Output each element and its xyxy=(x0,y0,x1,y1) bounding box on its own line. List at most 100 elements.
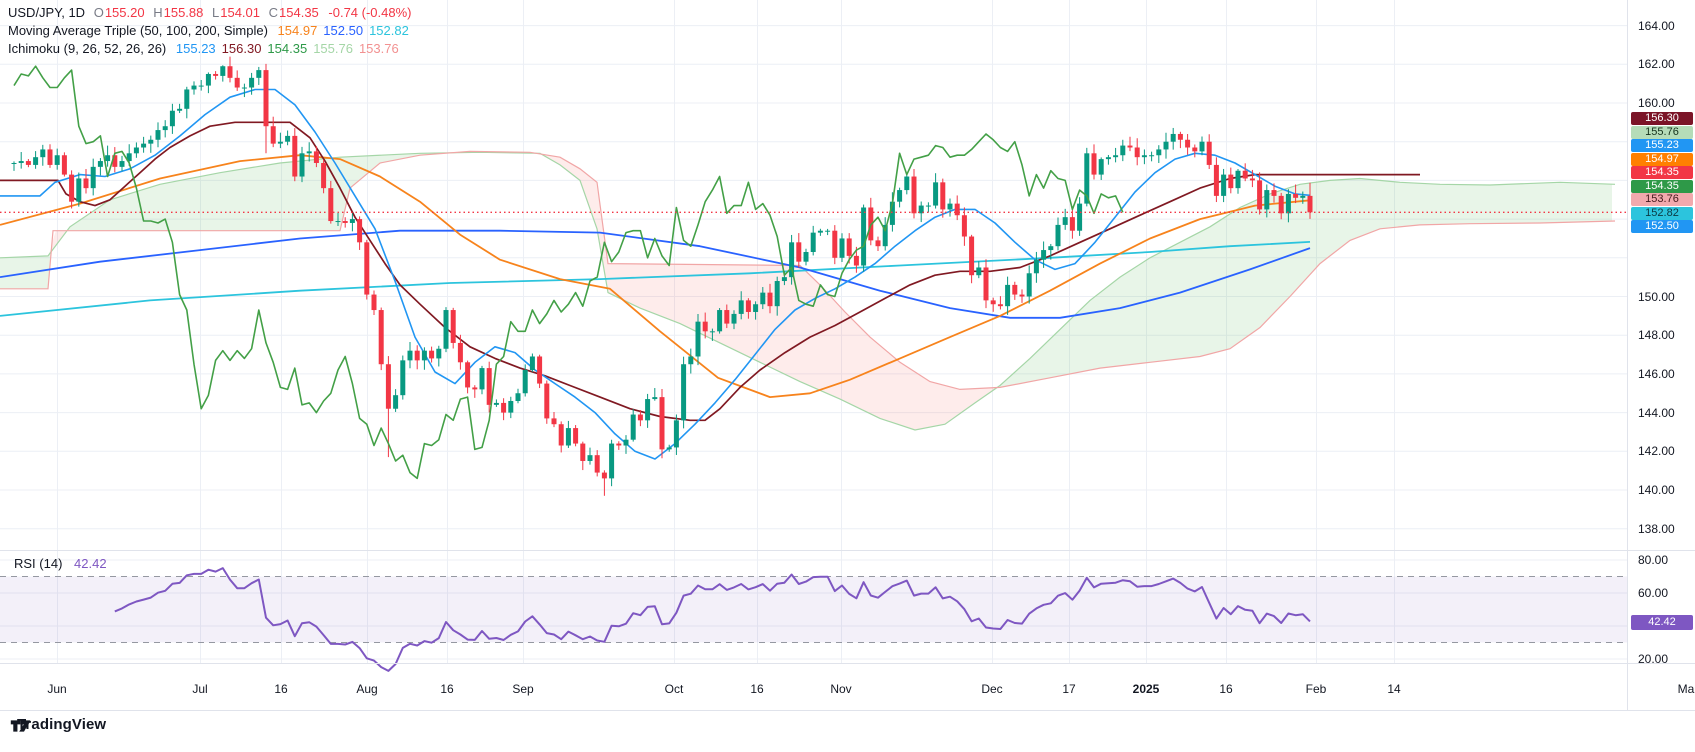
time-axis-label: Sep xyxy=(512,682,534,696)
candle-body xyxy=(198,85,204,87)
price-axis-badge: 154.35 xyxy=(1631,166,1693,179)
candle-body xyxy=(990,300,996,305)
price-axis-tick: 148.00 xyxy=(1638,328,1675,343)
candle-body xyxy=(875,240,881,247)
candle-body xyxy=(328,188,334,222)
price-axis-tick: 150.00 xyxy=(1638,289,1675,304)
ichimoku-legend-row[interactable]: Ichimoku (9, 26, 52, 26, 26) 155.23 156.3… xyxy=(8,40,412,57)
ma-value: 152.50 xyxy=(323,23,364,38)
ichimoku-value: 153.76 xyxy=(358,41,399,56)
candle-body xyxy=(414,350,420,361)
price-axis-tick: 162.00 xyxy=(1638,57,1675,72)
ma50-line xyxy=(0,154,1311,398)
candle-body xyxy=(781,277,787,282)
candle-body xyxy=(954,203,960,216)
high-label: H xyxy=(153,5,163,20)
candle-body xyxy=(1026,273,1032,297)
candle-body xyxy=(1235,170,1241,189)
candle-body xyxy=(205,73,211,86)
candle-body xyxy=(695,321,701,357)
ma-value: 152.82 xyxy=(369,23,409,38)
kijun-line xyxy=(0,121,1420,422)
candle-body xyxy=(148,139,154,144)
candle-body xyxy=(349,219,355,223)
candle-body xyxy=(1077,203,1083,231)
chart-legend: USD/JPY, 1D O155.20 H155.88 L154.01 C154… xyxy=(8,4,412,58)
candle-body xyxy=(515,393,521,401)
rsi-indicator-label: RSI (14) xyxy=(14,556,63,571)
candle-body xyxy=(702,321,708,332)
candle-body xyxy=(933,182,939,206)
candle-body xyxy=(1293,193,1299,198)
candle-body xyxy=(709,331,715,333)
candle-body xyxy=(371,294,377,311)
candle-body xyxy=(681,364,687,421)
candle-body xyxy=(580,443,586,461)
senkou-a-line xyxy=(0,151,1616,431)
time-axis-label: Aug xyxy=(356,682,378,696)
candle-body xyxy=(594,455,600,473)
candle-body xyxy=(69,174,75,202)
ma-legend-row[interactable]: Moving Average Triple (50, 100, 200, Sim… xyxy=(8,22,412,39)
candle-body xyxy=(493,402,499,405)
candle-body xyxy=(1228,174,1234,189)
ma100-line xyxy=(0,229,1311,319)
time-axis-label: Dec xyxy=(981,682,1003,696)
candle-body xyxy=(1055,224,1061,247)
candle-body xyxy=(983,267,989,301)
candle-body xyxy=(393,395,399,409)
candle-body xyxy=(1271,190,1277,196)
candle-body xyxy=(961,215,967,237)
candle-body xyxy=(717,310,723,332)
time-axis-label: 16 xyxy=(440,682,454,696)
tradingview-brand-text[interactable]: TradingView xyxy=(17,716,107,733)
candle-body xyxy=(378,310,384,365)
candle-body xyxy=(745,300,751,312)
rsi-legend-row[interactable]: RSI (14) 42.42 xyxy=(14,556,107,571)
time-axis-label: Feb xyxy=(1305,682,1327,696)
candle-body xyxy=(47,149,53,165)
candle-body xyxy=(83,178,89,189)
candle-body xyxy=(817,230,823,233)
candle-body xyxy=(1019,294,1025,297)
candle-body xyxy=(940,182,946,210)
candle-body xyxy=(666,447,672,450)
candle-body xyxy=(565,428,571,446)
candle-body xyxy=(1199,141,1205,152)
candle-body xyxy=(616,443,622,446)
candle-body xyxy=(220,66,226,76)
open-label: O xyxy=(93,5,104,20)
candle-body xyxy=(789,242,795,278)
candle-body xyxy=(306,151,312,154)
candle-body xyxy=(1084,153,1090,204)
candle-body xyxy=(313,151,319,163)
candle-body xyxy=(1141,155,1147,158)
candle-body xyxy=(213,73,219,76)
ichimoku-cloud xyxy=(544,154,1000,430)
candle-body xyxy=(277,141,283,144)
candle-body xyxy=(587,455,593,461)
candle-body xyxy=(472,387,478,390)
candlestick-series[interactable] xyxy=(11,56,1313,496)
low-label: L xyxy=(212,5,220,20)
candle-body xyxy=(177,108,183,111)
candle-body xyxy=(155,130,161,140)
candle-body xyxy=(544,383,550,419)
candle-body xyxy=(321,162,327,189)
candle-body xyxy=(918,205,924,214)
candle-body xyxy=(609,443,615,479)
candle-body xyxy=(141,143,147,148)
candle-body xyxy=(1012,284,1018,295)
candle-body xyxy=(1149,155,1155,157)
candle-body xyxy=(126,153,132,162)
time-axis-label: 16 xyxy=(750,682,764,696)
candle-body xyxy=(976,267,982,276)
candle-body xyxy=(1257,180,1263,210)
candle-body xyxy=(407,350,413,361)
rsi-axis-badge: 42.42 xyxy=(1631,614,1693,630)
candle-body xyxy=(1242,170,1248,179)
footer-bar: TradingView xyxy=(10,716,106,733)
candle-body xyxy=(760,292,766,305)
symbol-legend-row[interactable]: USD/JPY, 1D O155.20 H155.88 L154.01 C154… xyxy=(8,4,412,21)
